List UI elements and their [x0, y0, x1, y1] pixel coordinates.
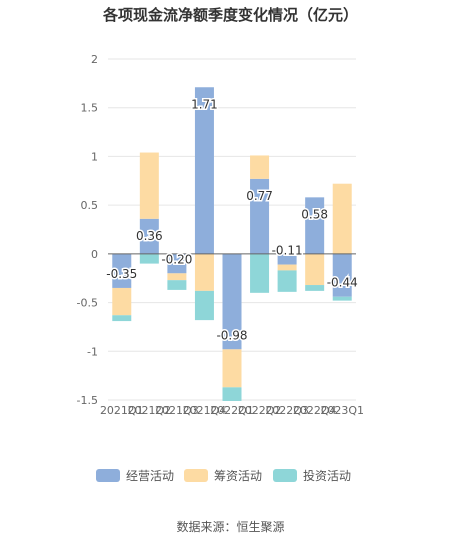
bar-segment-financing	[167, 273, 187, 281]
y-tick-label: 1	[91, 150, 98, 163]
x-tick-label: 2023Q1	[320, 404, 364, 417]
data-source: 数据来源：恒生聚源	[176, 520, 285, 534]
y-tick-label: -1.5	[77, 394, 98, 407]
bar-segment-operating	[305, 197, 325, 254]
x-tick-label: 2021Q3	[155, 404, 199, 417]
y-tick-label: 0.5	[81, 199, 99, 212]
bar-segment-investing	[250, 253, 270, 293]
bar-segment-financing	[112, 287, 132, 316]
bar-segment-investing	[167, 280, 187, 290]
bar-segment-investing	[332, 296, 352, 301]
bar-segment-investing	[139, 253, 159, 264]
x-tick-label: 2021Q1	[100, 404, 144, 417]
legend-label: 筹资活动	[214, 469, 262, 483]
bar-segment-operating	[139, 218, 159, 254]
legend-swatch	[96, 469, 120, 482]
bar-segment-financing	[305, 253, 325, 286]
y-tick-label: -1	[87, 345, 98, 358]
data-label: -0.98	[216, 328, 247, 342]
bar-segment-financing	[277, 264, 297, 271]
x-tick-label: 2021Q2	[128, 404, 172, 417]
data-label: 0.36	[136, 229, 163, 243]
y-tick-label: -0.5	[77, 297, 98, 310]
x-tick-label: 2022Q4	[293, 404, 337, 417]
y-tick-label: 0	[91, 248, 98, 261]
bar-segment-operating	[222, 253, 242, 350]
data-label: -0.20	[161, 252, 192, 266]
x-tick-label: 2022Q2	[238, 404, 282, 417]
bar-segment-investing	[305, 285, 325, 291]
bar-segment-investing	[277, 270, 297, 292]
data-label: 1.71	[191, 97, 218, 111]
x-tick-label: 2022Q1	[210, 404, 254, 417]
data-label: 0.77	[246, 189, 273, 203]
bar-segment-operating	[167, 253, 187, 274]
bar-segment-operating	[332, 253, 352, 297]
bar-segment-operating	[277, 253, 297, 265]
data-label: -0.44	[327, 276, 358, 290]
data-label: 0.58	[301, 207, 328, 221]
data-label: -0.35	[106, 267, 137, 281]
x-tick-label: 2022Q3	[265, 404, 309, 417]
bar-segment-financing	[250, 155, 270, 179]
bar-segment-investing	[112, 315, 132, 322]
legend-label: 经营活动	[126, 469, 174, 483]
bar-segment-financing	[332, 183, 352, 254]
data-label: -0.11	[272, 244, 303, 258]
y-tick-label: 1.5	[81, 102, 99, 115]
bar-segment-financing	[194, 253, 214, 291]
bar-segment-investing	[194, 290, 214, 321]
bar-segment-operating	[112, 253, 132, 288]
legend-swatch	[184, 469, 208, 482]
x-tick-label: 2021Q4	[183, 404, 227, 417]
bar-segment-operating	[194, 87, 214, 254]
bar-segment-investing	[222, 387, 242, 401]
bar-segment-operating	[250, 178, 270, 254]
legend-swatch	[273, 469, 297, 482]
y-tick-label: 2	[91, 53, 98, 66]
bar-segment-financing	[139, 152, 159, 219]
legend-label: 投资活动	[303, 468, 351, 483]
bar-segment-financing	[222, 349, 242, 388]
chart-title: 各项现金流净额季度变化情况（亿元）	[102, 6, 358, 24]
